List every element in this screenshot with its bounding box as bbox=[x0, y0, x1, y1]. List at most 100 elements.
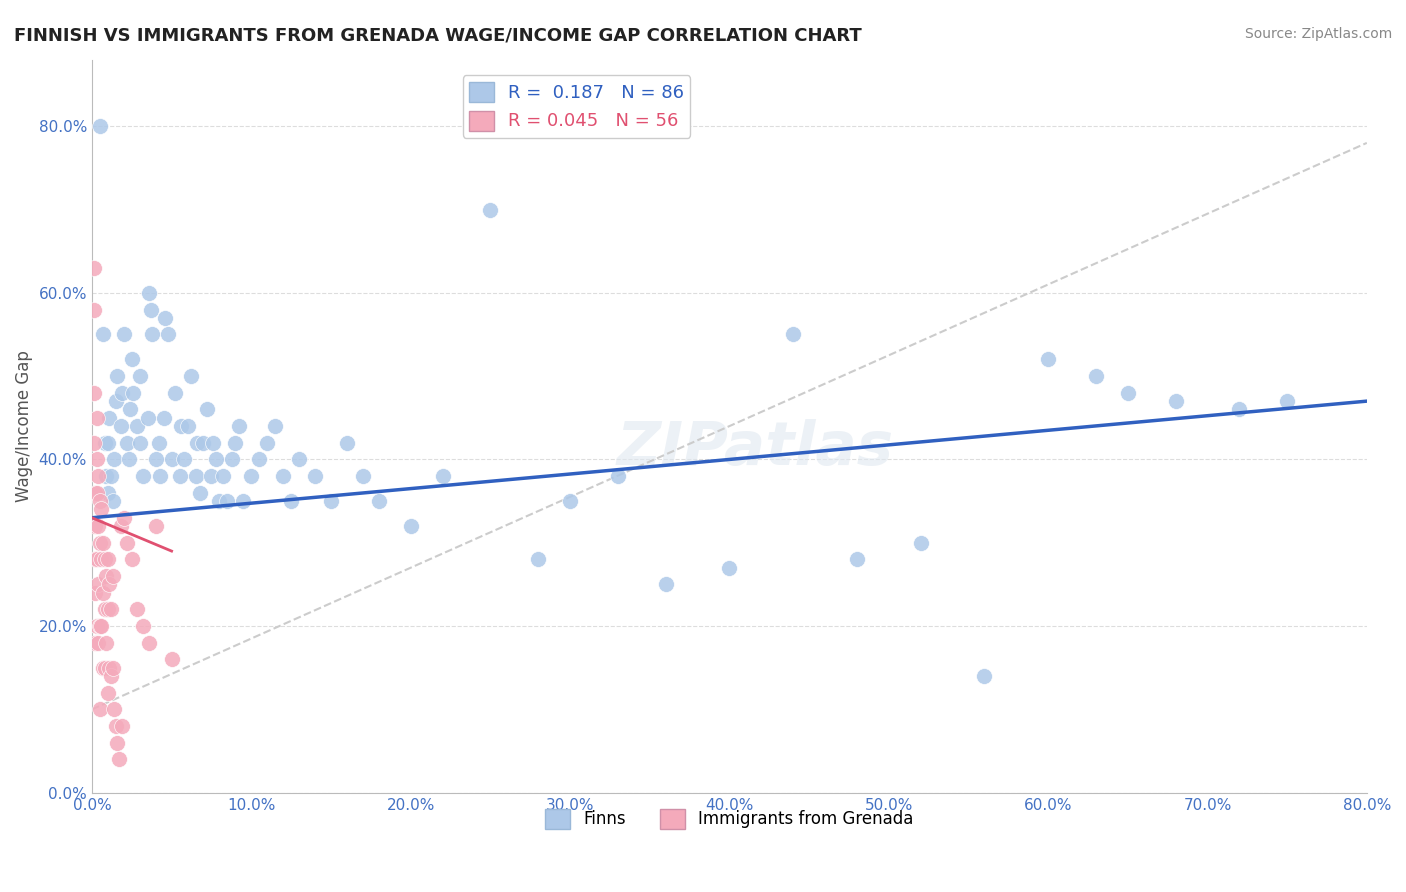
Point bbox=[193, 435, 215, 450]
Point bbox=[240, 469, 263, 483]
Point bbox=[87, 469, 110, 483]
Point bbox=[110, 419, 132, 434]
Point bbox=[1084, 369, 1107, 384]
Point bbox=[176, 419, 198, 434]
Point bbox=[125, 602, 148, 616]
Point bbox=[184, 469, 207, 483]
Point bbox=[654, 577, 676, 591]
Point bbox=[90, 502, 112, 516]
Point bbox=[84, 485, 107, 500]
Point bbox=[86, 452, 108, 467]
Point bbox=[180, 369, 202, 384]
Point bbox=[217, 494, 239, 508]
Point bbox=[83, 260, 105, 275]
Point bbox=[115, 535, 138, 549]
Point bbox=[100, 669, 122, 683]
Point bbox=[271, 469, 294, 483]
Point bbox=[224, 435, 246, 450]
Point bbox=[87, 519, 110, 533]
Point bbox=[120, 402, 142, 417]
Point bbox=[97, 686, 120, 700]
Point bbox=[205, 452, 228, 467]
Point bbox=[91, 585, 114, 599]
Y-axis label: Wage/Income Gap: Wage/Income Gap bbox=[15, 351, 32, 502]
Point bbox=[103, 702, 125, 716]
Point bbox=[84, 585, 107, 599]
Point bbox=[112, 510, 135, 524]
Point bbox=[121, 352, 143, 367]
Point bbox=[103, 452, 125, 467]
Point bbox=[132, 469, 155, 483]
Point bbox=[288, 452, 311, 467]
Point bbox=[111, 719, 134, 733]
Point bbox=[98, 410, 121, 425]
Text: FINNISH VS IMMIGRANTS FROM GRENADA WAGE/INCOME GAP CORRELATION CHART: FINNISH VS IMMIGRANTS FROM GRENADA WAGE/… bbox=[14, 27, 862, 45]
Point bbox=[96, 569, 118, 583]
Point bbox=[195, 402, 218, 417]
Point bbox=[1227, 402, 1250, 417]
Point bbox=[264, 419, 287, 434]
Point bbox=[86, 552, 108, 566]
Point bbox=[1116, 385, 1139, 400]
Point bbox=[558, 494, 581, 508]
Point bbox=[208, 494, 231, 508]
Point bbox=[128, 435, 150, 450]
Point bbox=[89, 120, 111, 134]
Point bbox=[89, 494, 111, 508]
Point bbox=[87, 577, 110, 591]
Point bbox=[132, 619, 155, 633]
Point bbox=[84, 552, 107, 566]
Point bbox=[100, 602, 122, 616]
Point bbox=[160, 452, 183, 467]
Point bbox=[115, 435, 138, 450]
Point bbox=[160, 652, 183, 666]
Point bbox=[97, 485, 120, 500]
Point bbox=[910, 535, 932, 549]
Point bbox=[89, 535, 111, 549]
Point bbox=[232, 494, 254, 508]
Point bbox=[98, 661, 121, 675]
Point bbox=[98, 577, 121, 591]
Point bbox=[139, 302, 162, 317]
Point bbox=[155, 310, 177, 325]
Point bbox=[1275, 394, 1298, 409]
Point bbox=[125, 419, 148, 434]
Point bbox=[101, 661, 124, 675]
Point bbox=[319, 494, 342, 508]
Point bbox=[97, 552, 120, 566]
Point bbox=[200, 469, 222, 483]
Point bbox=[228, 419, 250, 434]
Point bbox=[782, 327, 804, 342]
Point bbox=[973, 669, 995, 683]
Point bbox=[169, 469, 191, 483]
Point bbox=[107, 369, 129, 384]
Point bbox=[96, 469, 118, 483]
Point bbox=[202, 435, 225, 450]
Point bbox=[718, 560, 741, 574]
Point bbox=[104, 719, 127, 733]
Point bbox=[173, 452, 195, 467]
Point bbox=[149, 469, 172, 483]
Point bbox=[136, 410, 159, 425]
Point bbox=[152, 410, 174, 425]
Point bbox=[148, 435, 170, 450]
Point bbox=[93, 602, 115, 616]
Point bbox=[89, 619, 111, 633]
Point bbox=[100, 469, 122, 483]
Point bbox=[352, 469, 374, 483]
Point bbox=[367, 494, 389, 508]
Point bbox=[432, 469, 454, 483]
Point bbox=[128, 369, 150, 384]
Point bbox=[479, 202, 502, 217]
Point bbox=[606, 469, 628, 483]
Legend: Finns, Immigrants from Grenada: Finns, Immigrants from Grenada bbox=[538, 802, 920, 836]
Point bbox=[141, 327, 163, 342]
Point bbox=[1164, 394, 1187, 409]
Point bbox=[247, 452, 270, 467]
Point bbox=[97, 435, 120, 450]
Point bbox=[170, 419, 193, 434]
Point bbox=[91, 535, 114, 549]
Point bbox=[138, 636, 160, 650]
Point bbox=[111, 385, 134, 400]
Point bbox=[97, 602, 120, 616]
